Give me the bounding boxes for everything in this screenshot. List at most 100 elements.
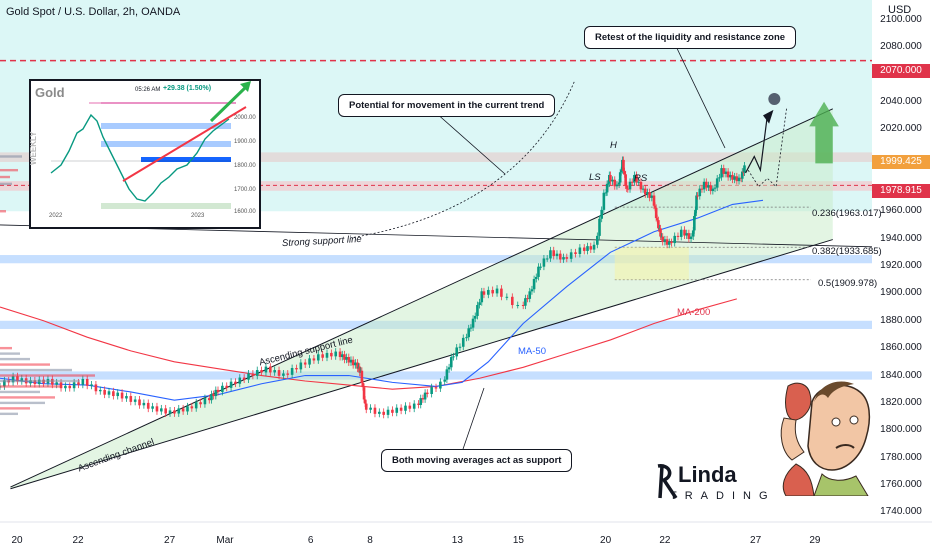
volume-profile-bar [0,401,45,405]
candle-body [643,188,647,195]
x-tick-label: 22 [72,535,84,546]
candle-body [711,188,715,192]
volume-profile-bar [0,412,18,416]
candle-body [635,174,638,183]
candle-body [404,405,407,411]
candle-body [120,392,124,399]
candle-body [696,195,699,197]
candle-body [273,370,276,373]
worried-trader-illustration [774,378,886,497]
candle-body [221,385,224,392]
y-tick-label: 1940.000 [880,232,922,244]
volume-profile-bar [0,379,80,383]
candle-body [731,174,734,180]
candle-body [362,387,366,400]
candle-body [229,381,233,388]
inset-quote-time: 05:26 AM [135,87,161,93]
candle-body [654,207,658,219]
candle-body [286,373,290,375]
candle-body [729,174,732,178]
x-tick-label: 29 [809,535,821,546]
candle-body [491,289,494,294]
volume-profile-bar [0,155,22,158]
candle-body [667,242,671,245]
candle-body [663,239,667,243]
candle-body [449,357,453,368]
candle-body [458,346,462,348]
ma50-line [0,199,764,401]
candle-body [303,362,307,365]
candle-body [334,351,338,357]
candle-body [600,209,603,219]
x-tick-label: Mar [216,535,234,546]
bullish-arrow [809,101,839,164]
candle-body [425,392,429,394]
candle-body [630,181,634,183]
candle-body [338,351,342,358]
candle-body [181,408,185,412]
candle-body [419,398,423,405]
candle-body [207,398,211,401]
candle-body [623,171,626,175]
y-tick-label: 1820.000 [880,396,922,408]
inset-x-label-2: 2023 [191,213,205,219]
price-tag-resistance: 2070.000 [872,64,930,78]
candle-body [528,291,532,299]
candle-body [516,305,520,307]
candle-body [325,352,329,358]
ma50-label: MA-50 [518,346,546,357]
alt-projection-path [747,108,787,188]
candle-body [655,218,659,221]
candle-body [173,410,176,414]
x-tick-label: 13 [451,535,463,546]
candle-body [64,385,67,389]
candle-body [652,195,656,206]
candle-body [447,367,451,370]
y-tick-label: 1800.000 [880,424,922,436]
candle-body [68,385,72,389]
zone-1978 [0,181,872,191]
y-tick-label: 1960.000 [880,205,922,217]
candle-body [430,387,433,394]
candle-body [190,406,194,409]
candle-body [657,220,660,229]
candle-body [103,389,106,395]
candle-body [255,370,259,376]
candle-body [625,185,629,189]
channel-lower-line [10,239,833,490]
candle-body [702,181,706,190]
candle-body [260,370,263,373]
candle-body [277,370,281,376]
weekly-inset-chart: Gold WEEKLY 05:26 AM +29.38 (1.50%) 2022… [29,79,261,229]
candle-body [545,258,549,260]
inset-quote-change: +29.38 (1.50%) [163,85,212,92]
target-circle [768,92,781,105]
candle-body [505,296,509,298]
candle-body [689,236,693,239]
candle-body [487,289,490,295]
ma200-line [0,298,737,390]
candle-body [412,403,416,409]
channel-upper-line [10,108,833,488]
y-tick-label: 1920.000 [880,260,922,271]
candle-body [210,394,213,401]
candle-body [3,380,6,387]
candle-body [611,179,614,182]
candle-body [592,244,596,250]
candle-body [361,383,365,388]
candle-body [628,181,632,190]
volume-profile-bar [0,175,10,179]
candle-body [722,168,726,174]
candle-body [679,229,683,237]
candle-body [439,381,442,389]
candle-body [330,352,333,357]
candle-body [138,399,141,406]
inset-y-label-4: 1700.00 [234,187,256,193]
inset-y-label-5: 1600.00 [234,209,256,215]
logo-word-top: Linda [678,462,737,487]
rs-label: RS [634,173,648,184]
candle-body [55,382,58,385]
candle-body [382,411,385,415]
candle-body [511,296,514,306]
